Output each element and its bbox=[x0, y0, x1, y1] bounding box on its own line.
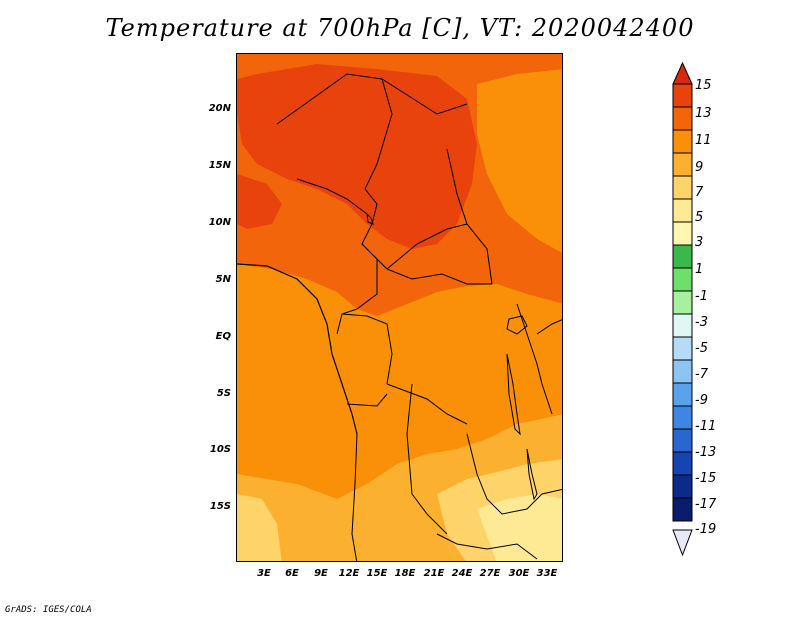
lat-label: 20N bbox=[208, 103, 231, 114]
lon-label: 21E bbox=[423, 568, 445, 579]
lon-label: 3E bbox=[257, 568, 271, 579]
colorbar-label: 5 bbox=[695, 210, 704, 225]
lon-label: 30E bbox=[508, 568, 530, 579]
chart-title: Temperature at 700hPa [C], VT: 202004240… bbox=[105, 14, 695, 42]
colorbar-label: 15 bbox=[695, 78, 712, 93]
lakes bbox=[366, 212, 538, 501]
colorbar-swatch bbox=[672, 405, 693, 430]
lat-label: 15N bbox=[208, 160, 231, 171]
lon-label: 9E bbox=[314, 568, 328, 579]
colorbar-swatch bbox=[672, 451, 693, 476]
colorbar-swatch bbox=[672, 428, 693, 453]
colorbar-label: 13 bbox=[695, 106, 712, 121]
lat-label: 10N bbox=[208, 217, 231, 228]
colorbar-swatch bbox=[672, 152, 693, 177]
lon-label: 33E bbox=[536, 568, 558, 579]
coastline bbox=[237, 263, 358, 435]
lon-label: 27E bbox=[479, 568, 501, 579]
colorbar-swatch bbox=[672, 175, 693, 200]
colorbar-label: 11 bbox=[695, 133, 712, 148]
country-borders bbox=[276, 73, 562, 561]
colorbar-swatch bbox=[672, 106, 693, 131]
colorbar-swatch bbox=[672, 290, 693, 315]
colorbar-swatch bbox=[672, 129, 693, 154]
colorbar-label: 3 bbox=[695, 235, 704, 250]
lon-label: 24E bbox=[451, 568, 473, 579]
map-frame bbox=[236, 53, 563, 562]
lon-label: 6E bbox=[285, 568, 299, 579]
lon-label: 12E bbox=[338, 568, 360, 579]
colorbar-swatch bbox=[672, 198, 693, 223]
temp-band-5-sw bbox=[237, 494, 282, 561]
colorbar-swatch bbox=[672, 244, 693, 269]
colorbar-label: -5 bbox=[695, 341, 708, 356]
colorbar-swatch bbox=[672, 221, 693, 246]
colorbar-label: -17 bbox=[695, 497, 717, 512]
colorbar-bottom-triangle bbox=[672, 529, 693, 557]
colorbar-label: -7 bbox=[695, 367, 708, 382]
colorbar-swatch bbox=[672, 359, 693, 384]
colorbar-label: -9 bbox=[695, 393, 708, 408]
temperature-map bbox=[237, 54, 562, 561]
colorbar-swatch bbox=[672, 382, 693, 407]
lon-label: 18E bbox=[394, 568, 416, 579]
colorbar-label: -13 bbox=[695, 445, 717, 460]
colorbar bbox=[672, 61, 693, 557]
colorbar-label: -15 bbox=[695, 471, 717, 486]
colorbar-label: 9 bbox=[695, 160, 704, 175]
colorbar-swatch bbox=[672, 336, 693, 361]
temp-band-13-w bbox=[237, 174, 282, 229]
lat-label: 5S bbox=[216, 388, 231, 399]
colorbar-swatch bbox=[672, 474, 693, 499]
colorbar-label: -3 bbox=[695, 315, 708, 330]
lon-label: 15E bbox=[366, 568, 388, 579]
lat-label: 5N bbox=[215, 274, 231, 285]
colorbar-swatch bbox=[672, 497, 693, 522]
colorbar-label: -1 bbox=[695, 289, 708, 304]
colorbar-top-triangle bbox=[672, 61, 693, 85]
lat-label: 10S bbox=[209, 444, 231, 455]
colorbar-swatch bbox=[672, 83, 693, 108]
credit-text: GrADS: IGES/COLA bbox=[5, 605, 92, 615]
colorbar-label: 7 bbox=[695, 185, 704, 200]
colorbar-label: -19 bbox=[695, 522, 717, 537]
lat-label: 15S bbox=[209, 501, 231, 512]
colorbar-swatch bbox=[672, 313, 693, 338]
temp-band-9-ne bbox=[477, 69, 562, 253]
colorbar-label: 1 bbox=[695, 262, 704, 277]
colorbar-swatch bbox=[672, 267, 693, 292]
colorbar-label: -11 bbox=[695, 419, 717, 434]
lat-label: EQ bbox=[215, 331, 231, 342]
